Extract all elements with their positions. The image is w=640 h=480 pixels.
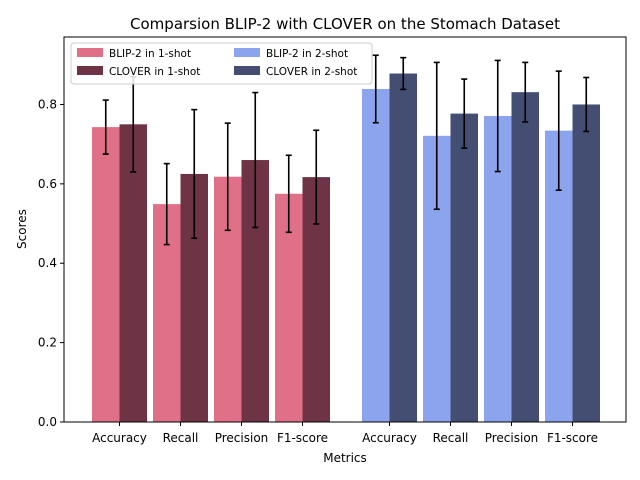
y-tick-label: 0.4 (38, 256, 57, 270)
x-tick-label: F1-score (547, 431, 598, 445)
x-tick-label: Recall (433, 431, 469, 445)
legend-swatch (234, 66, 260, 75)
x-tick-label: Recall (163, 431, 199, 445)
y-tick-label: 0.8 (38, 97, 57, 111)
bar (92, 127, 120, 423)
x-axis-label: Metrics (323, 451, 367, 465)
y-tick-label: 0.0 (38, 415, 57, 429)
y-tick-label: 0.2 (38, 336, 57, 350)
error-bars-layer (102, 54, 590, 246)
legend-box (70, 42, 373, 85)
bar (389, 73, 417, 422)
bar (572, 104, 600, 422)
bar (511, 92, 539, 422)
plot-frame (63, 36, 627, 423)
legend: BLIP-2 in 1-shot CLOVER in 1-shot BLIP-2 i… (70, 42, 373, 85)
x-tick-label: Precision (485, 431, 539, 445)
y-axis-label: Scores (15, 209, 29, 249)
y-tick-label: 0.6 (38, 177, 57, 191)
legend-label: BLIP-2 in 1-shot (109, 48, 191, 60)
bars-layer (92, 73, 600, 423)
bar (119, 124, 147, 423)
bar (362, 88, 390, 422)
y-axis: 0.0 0.2 0.4 0.6 0.8 (38, 97, 64, 429)
x-axis: Accuracy Recall Precision F1-score Accuracy R… (92, 422, 598, 445)
x-tick-label: F1-score (277, 431, 328, 445)
x-tick-label: Accuracy (362, 431, 417, 445)
legend-label: BLIP-2 in 2-shot (266, 48, 348, 60)
x-tick-label: Accuracy (92, 431, 147, 445)
legend-label: CLOVER in 1-shot (109, 66, 200, 78)
legend-swatch (77, 66, 103, 75)
legend-swatch (77, 48, 103, 57)
legend-swatch (234, 48, 260, 57)
chart-title: Comparsion BLIP-2 with CLOVER on the Sto… (130, 15, 560, 33)
legend-label: CLOVER in 2-shot (266, 66, 357, 78)
x-tick-label: Precision (215, 431, 269, 445)
bar (450, 113, 478, 423)
